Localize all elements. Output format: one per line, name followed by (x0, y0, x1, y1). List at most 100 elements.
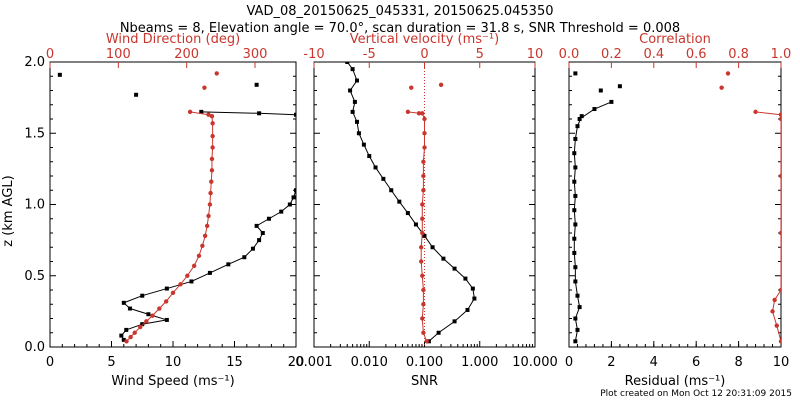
data-point (356, 131, 361, 136)
data-point (157, 306, 162, 311)
data-point (430, 245, 435, 250)
data-point (598, 88, 603, 93)
bottom-tick-label: 4 (650, 355, 658, 370)
data-point (778, 339, 781, 344)
data-point (421, 188, 426, 193)
series-line-red (755, 111, 781, 116)
data-point (436, 330, 441, 335)
y-tick-label: 1.5 (24, 126, 45, 141)
data-point (208, 190, 213, 196)
data-point (214, 71, 219, 76)
series-line-black (201, 111, 296, 116)
data-point (470, 286, 475, 291)
data-point (127, 306, 132, 311)
panel-wind: 0 5 10 15 20 Wind Speed (ms⁻¹) 0 100 200 300Wind … (24, 32, 304, 389)
data-point (140, 293, 145, 298)
data-point (572, 208, 577, 213)
y-tick-label: 1.0 (24, 198, 45, 213)
top-axis-label: Vertical velocity (ms⁻¹) (350, 32, 499, 47)
data-point (164, 317, 169, 322)
data-point (294, 112, 296, 117)
data-point (210, 145, 215, 150)
series-line-black (346, 62, 475, 342)
data-point (202, 233, 208, 239)
data-point (409, 85, 414, 90)
data-point (354, 119, 359, 124)
data-point (257, 111, 262, 116)
data-point (124, 327, 129, 332)
data-point (424, 339, 429, 344)
data-point (367, 154, 372, 159)
data-point (348, 88, 353, 93)
data-point (413, 222, 418, 227)
plot-frame (568, 61, 782, 348)
data-point (206, 112, 211, 117)
data-point (287, 202, 292, 207)
top-tick-label: 0.8 (728, 47, 749, 62)
data-point (778, 112, 781, 117)
data-point (421, 330, 426, 335)
data-point (421, 173, 426, 179)
data-point (573, 71, 578, 76)
bottom-axis-label: Wind Speed (ms⁻¹) (111, 374, 234, 389)
bottom-tick-label: 6 (692, 355, 700, 370)
data-point (397, 199, 402, 204)
top-tick-label: 100 (106, 47, 131, 62)
data-point (421, 159, 426, 164)
data-point (279, 209, 284, 214)
data-point (573, 279, 578, 284)
data-point (185, 273, 190, 278)
data-point (124, 339, 129, 344)
top-tick-label: -5 (363, 47, 376, 62)
data-point (266, 216, 271, 221)
data-point (420, 202, 425, 207)
bottom-axis-label: SNR (411, 374, 438, 389)
data-point (170, 290, 176, 296)
data-point (150, 313, 155, 318)
data-point (420, 316, 425, 321)
data-point (199, 109, 204, 114)
data-point (254, 223, 259, 228)
series-group (572, 71, 781, 344)
series-group (345, 62, 477, 344)
data-point (577, 117, 582, 121)
data-point (572, 250, 577, 255)
plot-footer: Plot created on Mon Oct 12 20:31:09 2015 (600, 389, 792, 399)
bottom-tick-label: 0 (46, 355, 54, 370)
data-point (354, 78, 359, 83)
data-point (770, 309, 775, 314)
data-point (778, 116, 781, 122)
data-point (164, 286, 169, 291)
data-point (260, 231, 265, 235)
data-point (405, 109, 411, 115)
data-point (421, 287, 426, 293)
data-point (134, 92, 139, 97)
data-point (573, 193, 578, 198)
data-point (350, 109, 355, 114)
series-line-red (126, 116, 214, 342)
y-tick-label: 2.0 (24, 55, 45, 70)
data-point (778, 230, 781, 236)
data-point (57, 72, 62, 77)
data-point (250, 246, 255, 251)
data-point (121, 337, 126, 342)
bottom-tick-label: 10.000 (512, 355, 558, 370)
top-axis-label: Wind Direction (deg) (106, 32, 240, 47)
data-point (774, 323, 779, 328)
data-point (163, 299, 169, 304)
data-point (420, 111, 425, 116)
data-point (573, 316, 578, 321)
bottom-tick-label: 15 (226, 355, 243, 370)
top-tick-label: 5 (476, 47, 484, 62)
top-tick-label: 0.2 (601, 47, 622, 62)
series-line-red (772, 114, 781, 342)
bottom-tick-label: 0.100 (406, 355, 443, 370)
data-point (209, 168, 215, 173)
data-point (422, 233, 427, 238)
panel-correlation: 0 2 4 6 8 10 Residual (ms⁻¹) 0.0 0.2 0.4 0.6 0.8 1.0… (559, 32, 792, 389)
data-point (575, 293, 580, 298)
data-point (422, 116, 427, 122)
bottom-tick-label: 10 (165, 355, 182, 370)
top-tick-label: 0.6 (686, 47, 707, 62)
plot-frame (49, 61, 297, 348)
